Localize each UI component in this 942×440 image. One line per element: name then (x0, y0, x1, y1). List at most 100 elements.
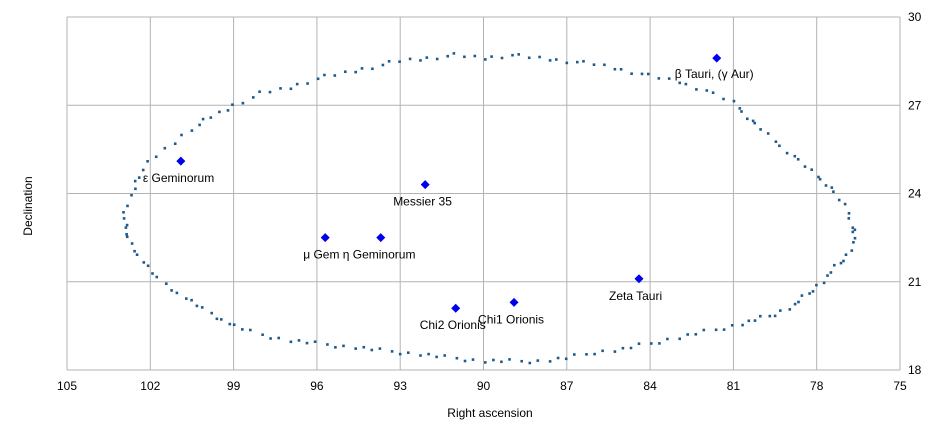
star-marker-0 (712, 53, 722, 63)
boundary-point (613, 350, 617, 353)
boundary-point (135, 253, 139, 256)
star-label-0: β Tauri, (γ Aur) (675, 67, 754, 81)
boundary-point (830, 186, 834, 189)
boundary-point (354, 70, 357, 74)
boundary-point (822, 281, 826, 285)
boundary-point (124, 226, 128, 229)
boundary-point (817, 175, 820, 179)
boundary-point (425, 56, 429, 59)
boundary-point (768, 314, 772, 318)
y-tick-label-4: 30 (908, 10, 922, 24)
boundary-point (231, 103, 234, 106)
boundary-point (313, 340, 317, 343)
boundary-point (810, 168, 813, 171)
boundary-point (387, 60, 391, 63)
boundary-point (463, 55, 466, 59)
boundary-point (536, 359, 540, 362)
boundary-point (252, 96, 255, 99)
boundary-point (269, 337, 272, 340)
y-tick-label-0: 18 (908, 363, 922, 377)
boundary-point (686, 333, 689, 336)
boundary-point (746, 117, 749, 121)
boundary-point (232, 323, 236, 326)
x-tick-label-2: 99 (227, 379, 241, 393)
boundary-point (666, 337, 669, 341)
boundary-point (658, 342, 661, 345)
boundary-point (390, 350, 394, 353)
boundary-point (446, 54, 449, 58)
boundary-point (142, 261, 146, 264)
boundary-point (419, 354, 422, 357)
boundary-point (564, 357, 568, 361)
boundary-point (218, 110, 221, 114)
boundary-point (527, 56, 531, 60)
boundary-point (585, 353, 588, 356)
boundary-point (730, 324, 734, 327)
boundary-point (137, 176, 141, 179)
boundary-point (463, 359, 467, 363)
boundary-point (548, 360, 552, 363)
boundary-point (473, 54, 477, 58)
x-tick-label-3: 96 (310, 379, 324, 393)
boundary-point (201, 117, 205, 121)
boundary-point (122, 211, 125, 214)
boundary-point (508, 358, 511, 361)
boundary-point (837, 198, 841, 202)
star-label-5: Zeta Tauri (609, 289, 662, 303)
boundary-point (803, 165, 807, 168)
star-label-1: ε Geminorum (143, 171, 214, 185)
boundary-point (344, 70, 347, 73)
boundary-point (759, 128, 762, 131)
star-marker-6 (451, 303, 461, 313)
boundary-point (381, 63, 385, 67)
boundary-point (637, 342, 641, 345)
boundary-point (773, 314, 777, 318)
boundary-point (565, 61, 569, 65)
boundary-point (548, 59, 552, 62)
boundary-point (125, 223, 129, 227)
boundary-point (323, 73, 326, 77)
constellation-boundary (122, 52, 857, 365)
boundary-point (774, 140, 778, 143)
boundary-point (200, 306, 204, 309)
boundary-point (408, 57, 412, 61)
boundary-point (678, 337, 681, 341)
boundary-point (582, 60, 585, 63)
boundary-point (796, 158, 800, 161)
boundary-point (603, 63, 606, 67)
boundary-point (141, 168, 145, 172)
boundary-point (289, 87, 293, 91)
boundary-point (215, 317, 219, 321)
boundary-point (556, 356, 560, 360)
boundary-point (732, 99, 736, 103)
boundary-point (198, 123, 201, 127)
boundary-point (175, 291, 179, 295)
boundary-point (702, 328, 706, 332)
boundary-point (130, 242, 134, 245)
boundary-point (808, 292, 811, 295)
boundary-point (711, 91, 715, 94)
boundary-point (427, 352, 430, 356)
star-label-6: Chi2 Orionis (420, 318, 486, 332)
boundary-point (125, 233, 128, 236)
boundary-point (306, 82, 309, 85)
x-tick-label-1: 102 (140, 379, 160, 393)
boundary-point (852, 241, 855, 244)
boundary-point (360, 67, 364, 70)
boundary-point (289, 340, 293, 344)
boundary-point (621, 346, 625, 350)
boundary-point (261, 333, 264, 336)
boundary-point (538, 55, 541, 59)
boundary-point (667, 77, 671, 80)
boundary-point (694, 333, 698, 336)
boundary-point (500, 360, 503, 364)
boundary-point (738, 107, 742, 110)
boundary-point (740, 110, 743, 113)
boundary-point (277, 336, 280, 340)
boundary-point (650, 342, 653, 345)
boundary-point (741, 323, 744, 327)
boundary-point (190, 129, 194, 132)
y-tick-label-1: 21 (908, 275, 922, 289)
